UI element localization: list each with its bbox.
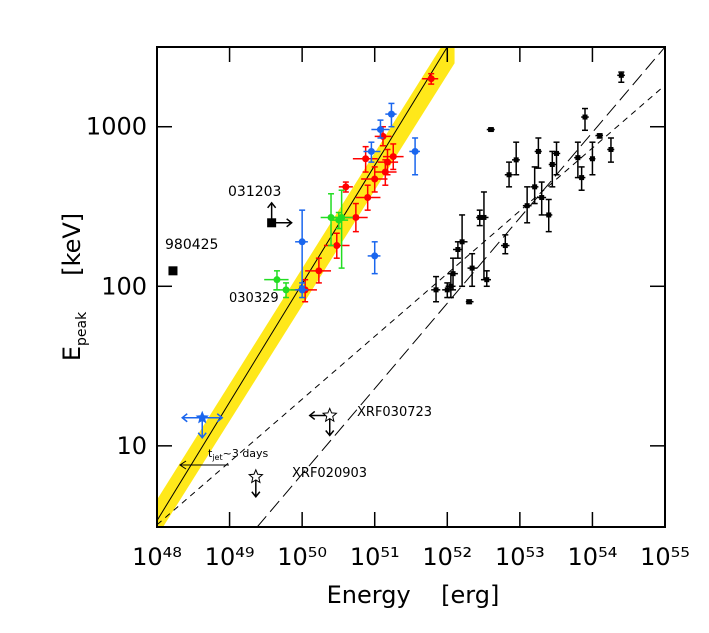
y-label-sub: peak (74, 311, 90, 346)
x-tick-label: 10⁵² (422, 543, 472, 571)
point (195, 410, 209, 424)
point (448, 283, 454, 289)
y-label-unit: [keV] (58, 213, 86, 276)
point (298, 286, 306, 294)
point (549, 161, 555, 167)
limit-arrowhead (267, 201, 277, 209)
point (321, 407, 338, 423)
limit-arrowhead (197, 432, 207, 439)
x-tick-label: 10⁵¹ (350, 543, 400, 571)
point (484, 277, 490, 283)
point (352, 213, 360, 221)
limit-arrowhead (325, 430, 335, 437)
point (364, 194, 372, 202)
point (455, 247, 461, 253)
annotation: 031203 (228, 184, 281, 200)
limit-arrowhead (251, 491, 261, 498)
x-tick-label: 10⁴⁸ (132, 543, 182, 571)
point (371, 175, 379, 183)
point (488, 127, 494, 133)
point (524, 203, 530, 209)
point (387, 110, 395, 118)
point (383, 158, 391, 166)
point (273, 276, 281, 284)
point (459, 239, 465, 245)
y-tick-label: 1000 (86, 113, 147, 141)
point (608, 146, 614, 152)
point (376, 126, 384, 134)
plot-area (157, 47, 665, 527)
point (597, 133, 603, 139)
point (362, 155, 370, 163)
point (535, 148, 541, 154)
point (427, 75, 435, 83)
tjet-t: t (208, 447, 213, 460)
point (506, 172, 512, 178)
point (389, 153, 397, 161)
limit-arrowhead (286, 218, 293, 228)
point (539, 195, 545, 201)
point (575, 155, 581, 161)
fit-line (256, 47, 665, 527)
point (267, 218, 277, 228)
y-tick-label: 100 (101, 272, 147, 300)
point (411, 147, 419, 155)
annotation: 030329 (229, 291, 279, 306)
point (444, 287, 450, 293)
x-tick-label: 10⁵⁰ (277, 543, 327, 571)
annotation: XRF030723 (357, 405, 432, 420)
point (477, 214, 483, 220)
point (546, 212, 552, 218)
x-tick-label: 10⁵⁴ (568, 543, 618, 571)
point (333, 242, 341, 250)
limit-arrowhead (216, 413, 224, 423)
point (513, 157, 519, 163)
tjet-rest: ~3 days (223, 447, 269, 460)
tjet-sub: jet (211, 453, 222, 462)
x-tick-label: 10⁴⁹ (205, 543, 255, 571)
point (282, 286, 290, 294)
tjet-arrowhead (179, 460, 187, 470)
point (618, 72, 624, 78)
point (367, 147, 375, 155)
point (469, 265, 475, 271)
limit-arrowhead (308, 410, 316, 421)
point (466, 299, 472, 305)
point (481, 214, 487, 220)
point (433, 287, 439, 293)
fit-line (157, 84, 665, 526)
point (247, 468, 264, 484)
point (554, 150, 560, 156)
tjet-label: tjet~3 days (208, 447, 269, 462)
point (579, 175, 585, 181)
point (335, 216, 343, 224)
point (298, 238, 306, 246)
x-tick-label: 10⁵⁵ (640, 543, 690, 571)
point (582, 114, 588, 120)
point (371, 252, 379, 260)
point (532, 184, 538, 190)
limit-arrowhead (181, 413, 188, 423)
y-tick-label: 10 (116, 432, 147, 460)
point (342, 183, 350, 191)
y-axis-label: Epeak [keV] (58, 213, 90, 361)
point (589, 156, 595, 162)
point (502, 243, 508, 249)
x-axis-label: Energy [erg] (327, 581, 500, 609)
point (168, 266, 178, 276)
y-label-symbol: E (58, 346, 86, 361)
annotation: 980425 (165, 237, 218, 253)
annotation: XRF020903 (292, 466, 367, 481)
point (315, 267, 323, 275)
x-tick-label: 10⁵³ (495, 543, 545, 571)
